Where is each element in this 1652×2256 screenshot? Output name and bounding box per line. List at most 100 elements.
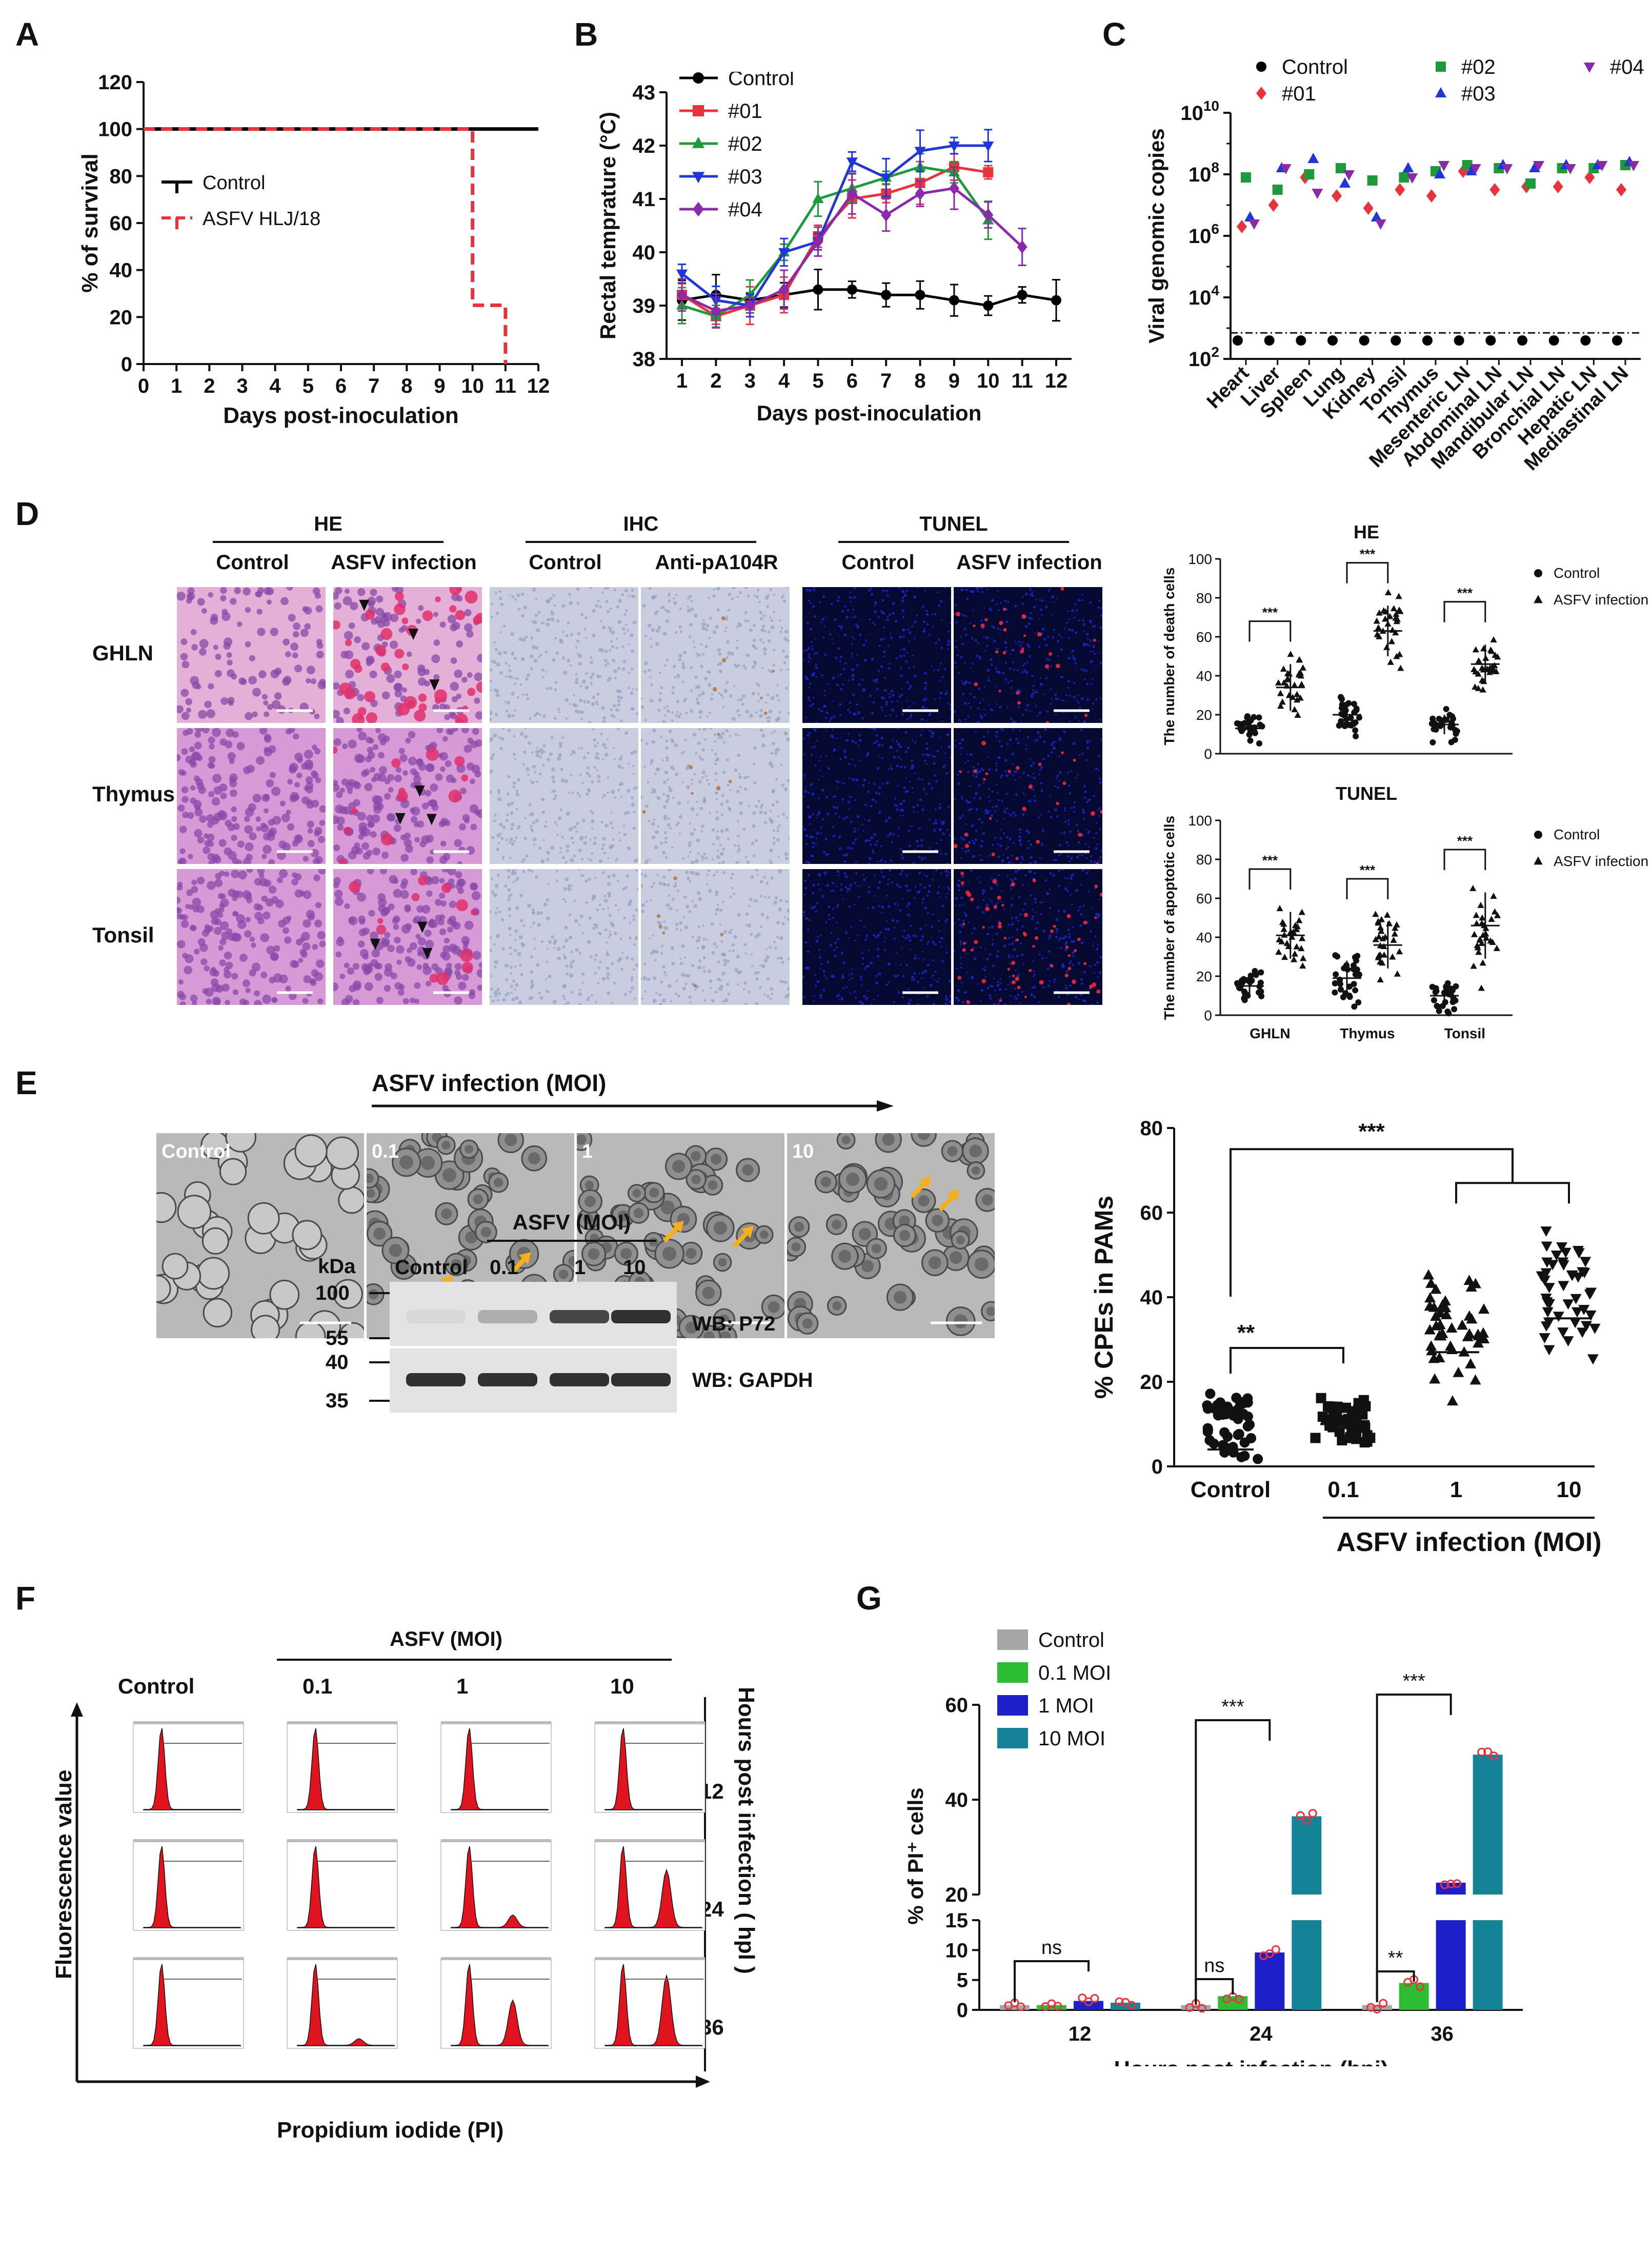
cell-nucleus: [662, 875, 666, 878]
cell-nucleus: [768, 716, 771, 719]
cell-nucleus: [262, 694, 268, 699]
cell-nucleus: [850, 847, 853, 850]
cell-nucleus: [726, 681, 729, 684]
cell-nucleus: [1007, 812, 1009, 814]
cell-nucleus: [1000, 997, 1002, 999]
cell-nucleus: [1029, 870, 1032, 873]
cell-nucleus: [542, 839, 545, 841]
cell-nucleus: [781, 783, 784, 787]
cell-nucleus: [1008, 937, 1011, 939]
cell-nucleus: [388, 903, 395, 910]
cell-nucleus: [873, 852, 875, 854]
cell-nucleus: [1042, 986, 1044, 988]
cell-nucleus: [633, 968, 635, 971]
cell-nucleus: [807, 805, 810, 809]
cell-nucleus: [853, 830, 856, 833]
cell-nucleus: [405, 845, 413, 853]
cell-nucleus: [529, 997, 532, 1000]
cell-nucleus: [973, 927, 976, 930]
cell-nucleus: [832, 639, 833, 640]
cell-nucleus: [569, 974, 573, 978]
cell-nucleus: [979, 657, 981, 659]
cell-nucleus: [1025, 744, 1027, 746]
cell-nucleus: [995, 603, 997, 605]
cell-nucleus: [1058, 885, 1060, 888]
cell-nucleus: [741, 703, 744, 706]
cell-nucleus: [851, 643, 853, 645]
cell-nucleus: [935, 780, 938, 782]
cell-nucleus: [1055, 859, 1057, 861]
cell-nucleus: [461, 677, 468, 683]
cell-nucleus: [874, 623, 876, 625]
cell-nucleus: [925, 742, 928, 745]
cell-nucleus: [691, 782, 693, 784]
cell-nucleus: [606, 976, 610, 980]
stained-cell: [344, 688, 356, 699]
cell-nucleus: [961, 680, 962, 682]
cell-nucleus: [877, 995, 879, 997]
cell-nucleus: [779, 619, 781, 622]
cell-nucleus: [368, 821, 375, 828]
cell-nucleus: [566, 812, 570, 816]
cell-nucleus: [191, 629, 197, 635]
cell-nucleus: [231, 870, 239, 878]
cell-nucleus: [557, 946, 561, 951]
cell-nucleus: [591, 852, 594, 855]
cell-nucleus: [925, 720, 927, 721]
cell-nucleus: [820, 770, 821, 771]
cell-nucleus: [766, 955, 770, 959]
stained-cell: [965, 844, 969, 848]
cell-nucleus: [563, 956, 567, 960]
cell-nucleus: [1038, 618, 1040, 619]
cell-nucleus: [858, 744, 859, 746]
cell-nucleus: [703, 853, 706, 855]
cell-nucleus: [335, 952, 341, 958]
cell-nucleus: [620, 938, 622, 940]
cell-nucleus: [747, 595, 750, 598]
cell-nucleus: [209, 743, 214, 749]
cell-nucleus: [425, 940, 434, 949]
cell-nucleus: [666, 659, 669, 662]
cell-nucleus: [813, 1000, 815, 1002]
cell-nucleus: [538, 847, 542, 850]
cell-nucleus: [244, 930, 251, 937]
cell-nucleus: [494, 965, 497, 969]
cell-nucleus: [970, 693, 972, 695]
cell-nucleus: [787, 668, 789, 671]
histology-column-label: ASFV infection: [954, 551, 1105, 574]
y-axis-label: % of survival: [77, 153, 103, 292]
cell-nucleus: [708, 889, 712, 893]
cell-nucleus: [553, 604, 556, 607]
stained-cell: [1021, 614, 1026, 619]
cell-nucleus: [665, 975, 667, 977]
cell-nucleus: [267, 599, 272, 605]
cell-nucleus: [915, 955, 917, 957]
y-tick-label: 80: [110, 165, 133, 188]
cell-nucleus: [628, 687, 630, 689]
cell-nucleus: [628, 762, 630, 764]
cell-nucleus: [1047, 589, 1050, 592]
cell-nucleus: [979, 881, 981, 883]
cell-nucleus: [204, 840, 211, 847]
cell-nucleus: [1013, 842, 1014, 844]
cell-nucleus: [689, 822, 692, 825]
micrograph-tile: [490, 587, 638, 723]
cell-nucleus: [818, 811, 821, 814]
cell-nucleus: [943, 756, 945, 758]
cell-nucleus: [672, 796, 675, 799]
stained-cell: [1017, 701, 1021, 704]
cell-nucleus: [908, 667, 910, 669]
cell-nucleus: [891, 709, 894, 712]
cell-nucleus: [714, 740, 717, 742]
panel-label-c: C: [1102, 15, 1126, 53]
cell-nucleus: [872, 906, 875, 909]
cell-nucleus: [870, 961, 873, 964]
cell-nucleus: [1042, 828, 1044, 830]
histology-column-label: ASFV infection: [328, 551, 479, 574]
cell-nucleus: [212, 797, 220, 805]
cell-nucleus: [818, 760, 820, 761]
cell-nucleus: [650, 760, 653, 763]
cell-nucleus: [517, 696, 519, 699]
cell-nucleus: [1070, 984, 1072, 987]
cell-nucleus: [442, 736, 448, 742]
